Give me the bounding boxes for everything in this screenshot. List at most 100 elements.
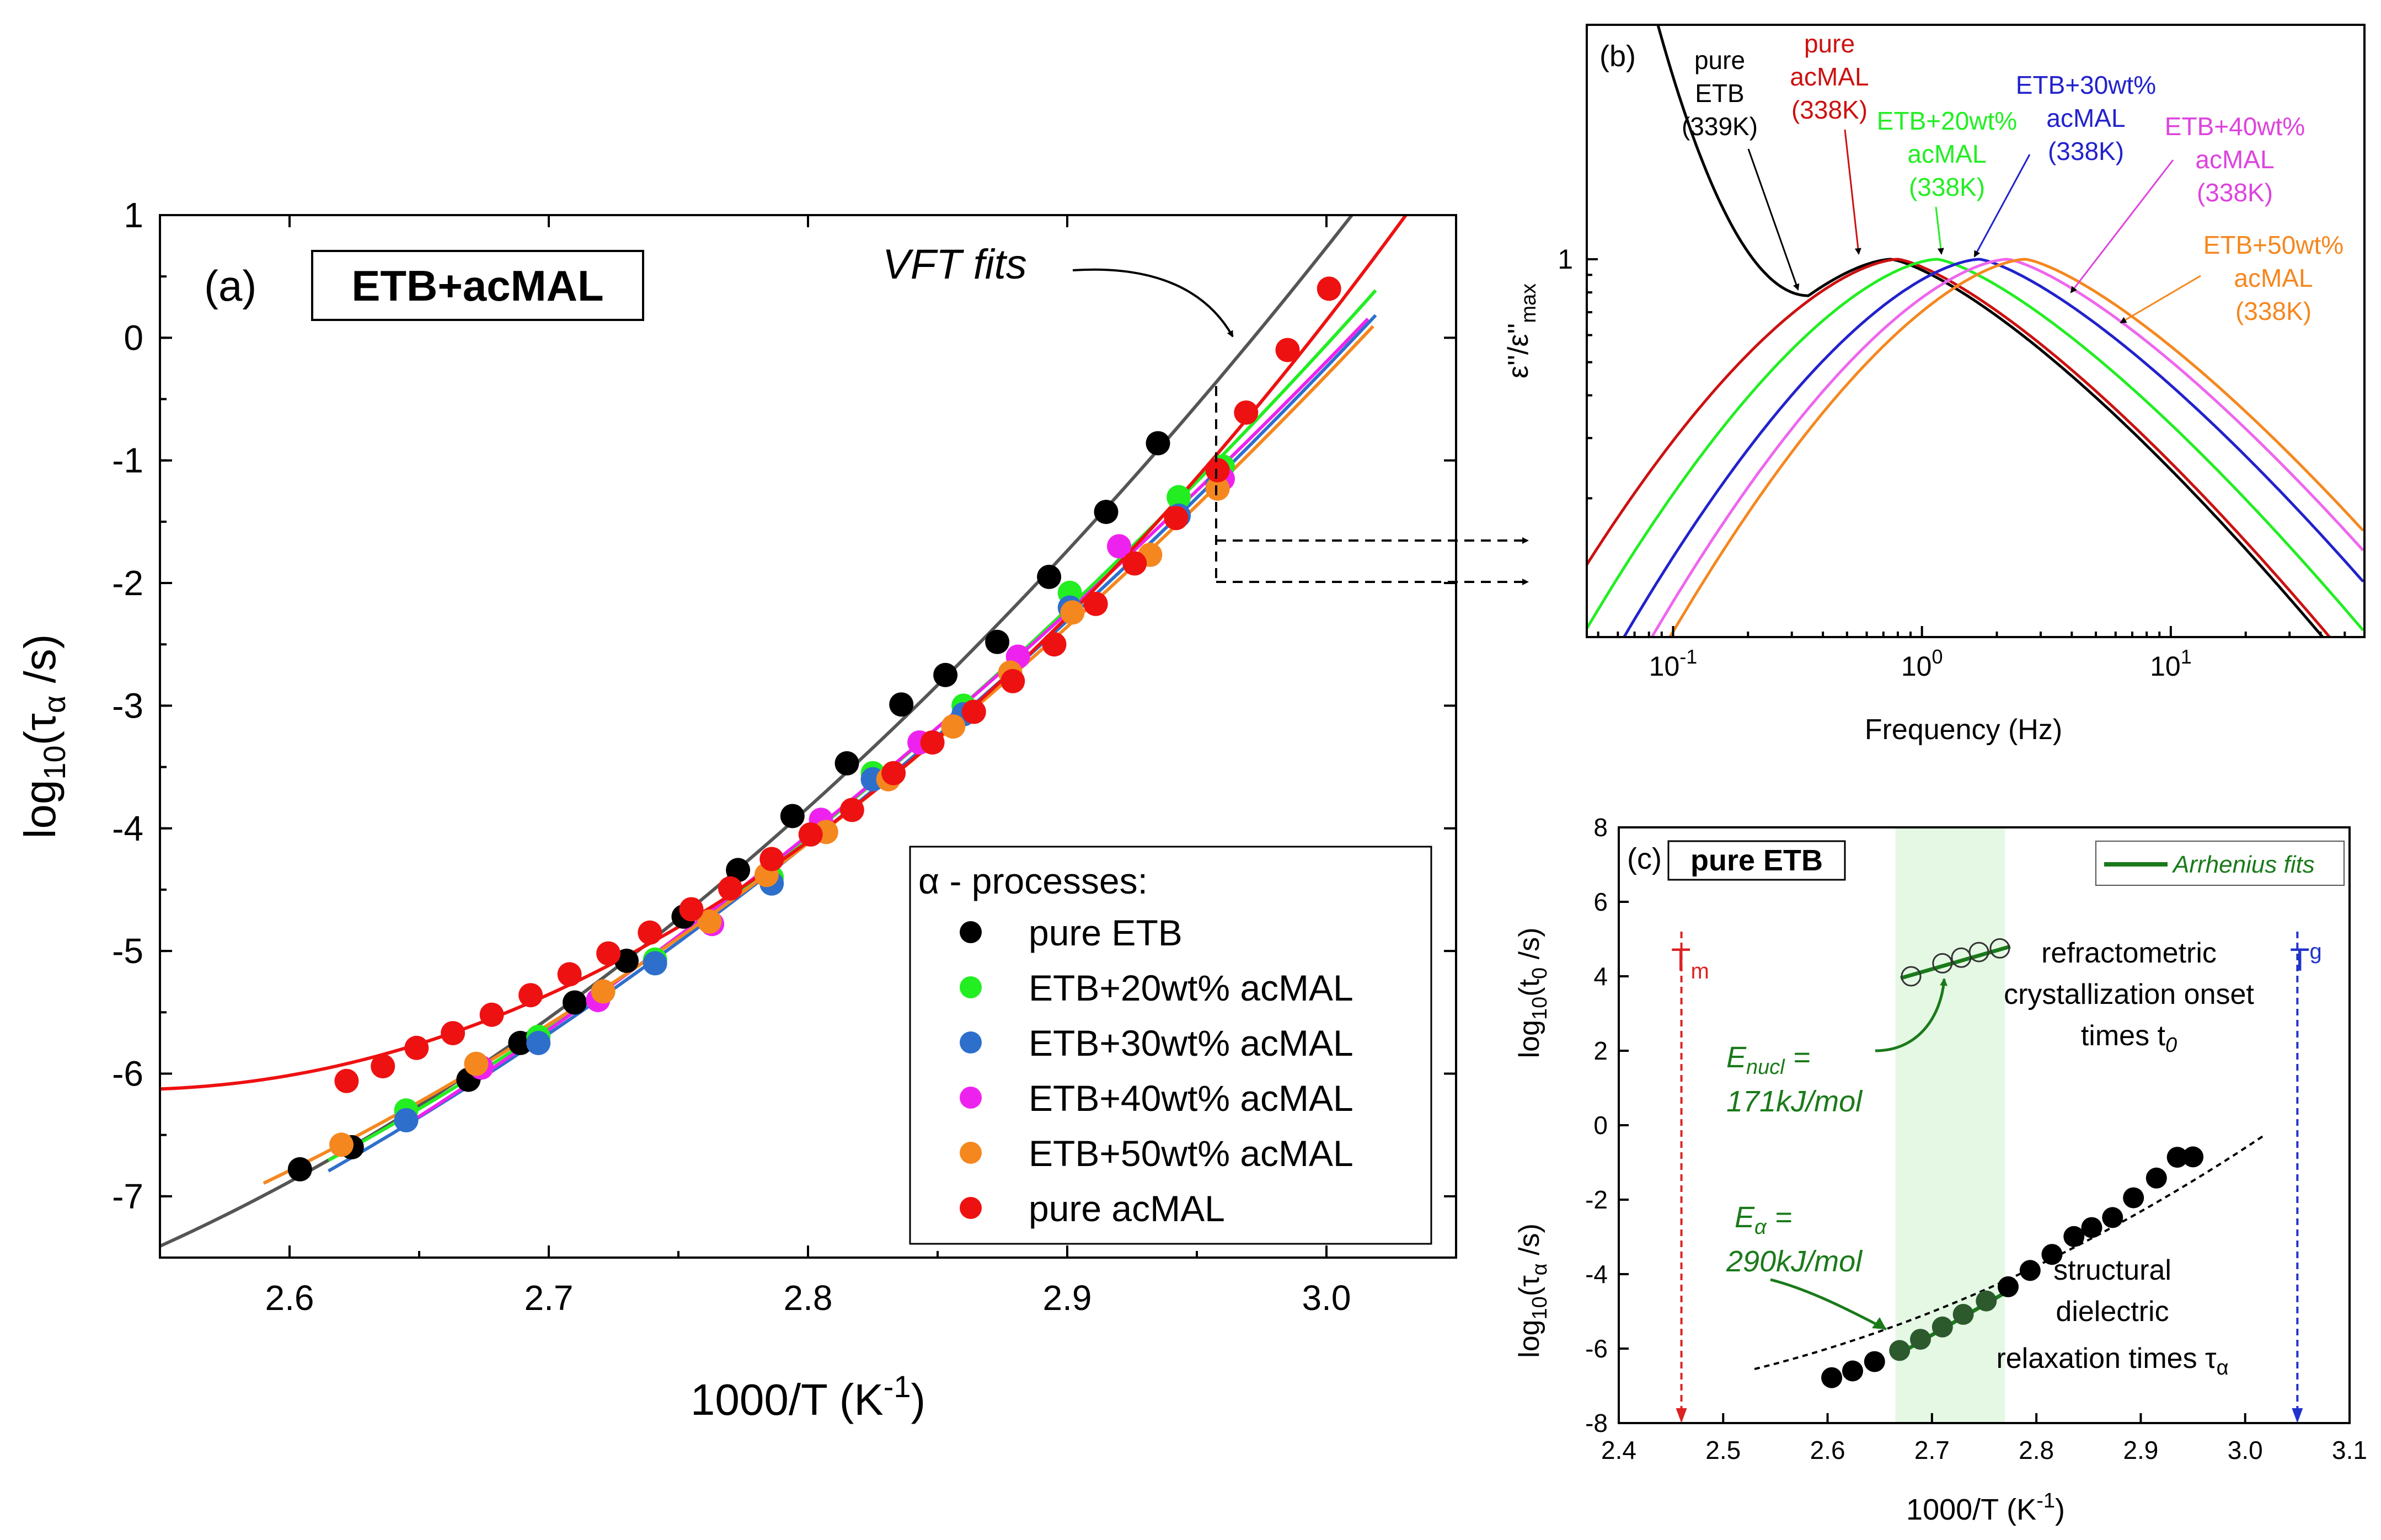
refr-line-1: refractometric (2041, 937, 2217, 969)
legend-a (909, 846, 1432, 1245)
point-5-15 (920, 730, 945, 755)
point-5-2 (404, 1035, 429, 1060)
point-5-9 (679, 897, 704, 922)
point-5-1 (371, 1054, 395, 1079)
struct-line-2: dielectric (2056, 1296, 2169, 1328)
c-x-tick-label-2.5: 2.5 (1705, 1436, 1741, 1464)
arrhenius-fit-t0 (1900, 944, 2011, 980)
legend-marker-4 (960, 1142, 982, 1164)
vft-arrow (1072, 268, 1234, 338)
ann-acmal-2: acMAL (1790, 62, 1869, 91)
point-5-5 (518, 983, 543, 1008)
panel-b: 10-1 100 101 1 (b) Frequency (Hz) ε''/ε''m… (1502, 24, 2366, 746)
point-0-8 (780, 804, 805, 828)
point-0-11 (933, 662, 958, 687)
title-a: ETB+acMAL (351, 261, 603, 310)
tm-label: Tm (1671, 942, 1709, 983)
point-5-0 (334, 1068, 359, 1093)
panel-label-a: (a) (204, 261, 256, 310)
ann-etb-3: (339K) (1682, 112, 1758, 141)
ea-value: 290kJ/mol (1726, 1245, 1863, 1278)
tg-label: Tg (2290, 939, 2322, 978)
x-label-b: Frequency (Hz) (1865, 714, 2062, 746)
a-y-ticks: 1 0 -1 -2 -3 -4 -5 -6 -7 (112, 195, 1456, 1259)
c-y-tick-label--4: -4 (1585, 1260, 1608, 1288)
ann-arrow-e40 (2070, 159, 2174, 293)
c-y-tick-label-6: 6 (1593, 887, 1608, 916)
ea-arrow-head (1872, 1317, 1886, 1329)
x-tick-label-2.6: 2.6 (265, 1278, 314, 1318)
x-tick-label-2.8: 2.8 (784, 1278, 833, 1318)
point-2-2 (643, 951, 667, 976)
point-5-6 (557, 962, 582, 987)
ann-acmal-1: pure (1804, 29, 1855, 58)
legend-label-3: ETB+40wt% acMAL (1029, 1078, 1353, 1119)
c-x-tick-label-3.1: 3.1 (2332, 1436, 2367, 1464)
title-c: pure ETB (1690, 844, 1823, 877)
panel-a: 2.6 2.7 2.8 2.9 3.0 1 0 -1 -2 -3 -4 -5 -6 -7 (a) ETB… (15, 195, 1529, 1424)
refr-line-2: crystallization onset (2004, 978, 2254, 1010)
legend-marker-5 (960, 1197, 982, 1219)
ann-e20-1: ETB+20wt% (1877, 106, 2017, 135)
tau-point-14 (2123, 1187, 2144, 1209)
y-tick-label--7: -7 (112, 1177, 143, 1216)
point-5-19 (1083, 591, 1108, 616)
t0-point-0 (1901, 966, 1922, 987)
t0-point-4 (1989, 938, 2010, 959)
t0-point-3 (1968, 942, 1989, 962)
ann-e30-1: ETB+30wt% (2016, 71, 2156, 99)
a-x-ticks: 2.6 2.7 2.8 2.9 3.0 (159, 215, 1457, 1318)
point-0-13 (1037, 564, 1062, 589)
panel-label-c: (c) (1627, 842, 1662, 875)
b-x-tick-label-2: 101 (2150, 645, 2192, 682)
b-x-ticks: 10-1 100 101 (1597, 626, 2366, 682)
legend-entries-a: pure ETB ETB+20wt% acMAL ETB+30wt% acMAL ET… (960, 912, 1353, 1229)
panel-c: 2.4 2.5 2.6 2.7 2.8 2.9 3.0 3.1 8 6 4 2 0 -2 -4 -6 -8 (… (1513, 813, 2367, 1526)
point-5-25 (1317, 276, 1341, 301)
spectrum-5 (1668, 258, 2364, 637)
c-y-tick-label--6: -6 (1585, 1334, 1608, 1363)
c-y-tick-label--8: -8 (1585, 1409, 1608, 1437)
legend-title-a: α - processes: (918, 860, 1148, 901)
ann-e20-2: acMAL (1907, 140, 1986, 168)
point-5-7 (596, 941, 621, 966)
legend-label-5: pure acMAL (1029, 1188, 1225, 1229)
struct-line-1: structural (2053, 1254, 2171, 1286)
tg-arrowhead (2292, 1408, 2303, 1423)
point-5-10 (718, 876, 742, 901)
title-box-a (311, 250, 644, 321)
c-x-tick-label-3.0: 3.0 (2228, 1436, 2263, 1464)
title-box-c (1667, 840, 1846, 881)
point-0-9 (834, 751, 859, 776)
tau-point-13 (2102, 1207, 2123, 1228)
vft-annotation: VFT fits (882, 241, 1027, 288)
c-x-tick-label-2.4: 2.4 (1601, 1436, 1636, 1464)
c-y-tick-label-2: 2 (1593, 1036, 1608, 1065)
point-0-15 (1146, 431, 1170, 456)
ann-arrow-acmal (1844, 129, 1861, 255)
point-0-4 (563, 990, 587, 1015)
y-label-c-top: log10(t0 /s) (1513, 928, 1551, 1058)
point-5-14 (881, 761, 906, 785)
x-label-c: 1000/T (K-1) (1906, 1489, 2065, 1526)
ann-e40-3: (338K) (2197, 178, 2273, 207)
tau-point-12 (2081, 1217, 2102, 1238)
legend-label-1: ETB+20wt% acMAL (1029, 967, 1353, 1008)
y-tick-label--1: -1 (112, 441, 143, 480)
c-y-ticks: 8 6 4 2 0 -2 -4 -6 -8 (1585, 813, 1629, 1437)
point-5-21 (1164, 506, 1189, 531)
tau-point-17 (2182, 1146, 2204, 1168)
c-x-tick-label-2.6: 2.6 (1810, 1436, 1845, 1464)
tau-point-11 (2063, 1226, 2085, 1247)
point-0-14 (1094, 500, 1119, 525)
spectrum-0 (1656, 25, 2325, 637)
tau-point-1 (1842, 1360, 1863, 1382)
ann-e40-2: acMAL (2195, 145, 2274, 174)
point-0-0 (287, 1157, 312, 1181)
ea-label: Eα = (1735, 1201, 1792, 1239)
y-tick-label--5: -5 (112, 931, 143, 971)
enucl-value: 171kJ/mol (1726, 1085, 1863, 1118)
legend-marker-0 (960, 921, 982, 943)
x-label-a: 1000/T (K-1) (691, 1369, 925, 1424)
b-y-ticks: 1 (1558, 244, 1598, 500)
